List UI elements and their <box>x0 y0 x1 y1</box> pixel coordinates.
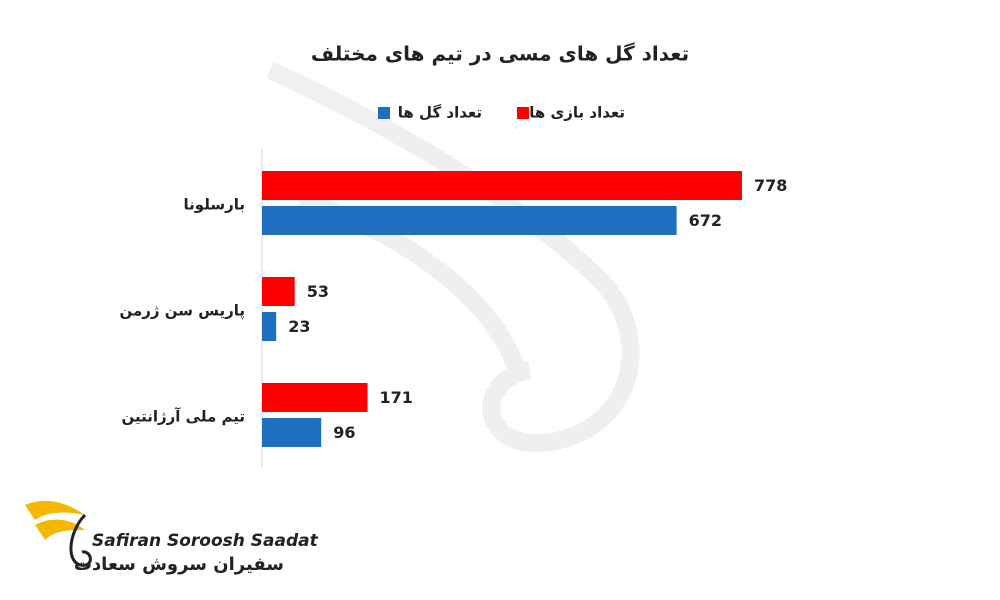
chart-title: تعداد گل های مسی در تیم های مختلف <box>311 42 689 66</box>
legend-label: تعداد بازی ها <box>529 104 625 122</box>
data-label: 171 <box>380 388 413 407</box>
data-label: 778 <box>754 176 787 195</box>
bar <box>262 418 322 447</box>
legend-label: تعداد گل ها <box>398 104 482 122</box>
bar <box>262 312 277 341</box>
logo-wing <box>35 519 85 540</box>
bar <box>262 277 295 306</box>
logo: Safiran Soroosh Saadat سفیران سروش سعادت <box>25 500 319 575</box>
logo-wing <box>25 500 85 520</box>
bar <box>262 383 368 412</box>
data-label: 23 <box>288 317 310 336</box>
data-label: 53 <box>307 282 329 301</box>
logo-text-persian: سفیران سروش سعادت <box>74 554 284 575</box>
y-tick-label: بارسلونا <box>184 196 245 214</box>
legend-swatch <box>517 107 529 119</box>
data-label: 96 <box>333 423 355 442</box>
y-tick-label: تیم ملی آرژانتین <box>122 408 245 426</box>
legend-swatch <box>378 107 390 119</box>
logo-swirl <box>69 513 92 567</box>
data-label: 672 <box>689 211 722 230</box>
bar <box>262 171 742 200</box>
y-tick-label: پاریس سن ژرمن <box>120 302 246 321</box>
logo-text-latin: Safiran Soroosh Saadat <box>92 531 319 551</box>
bar <box>262 206 677 235</box>
